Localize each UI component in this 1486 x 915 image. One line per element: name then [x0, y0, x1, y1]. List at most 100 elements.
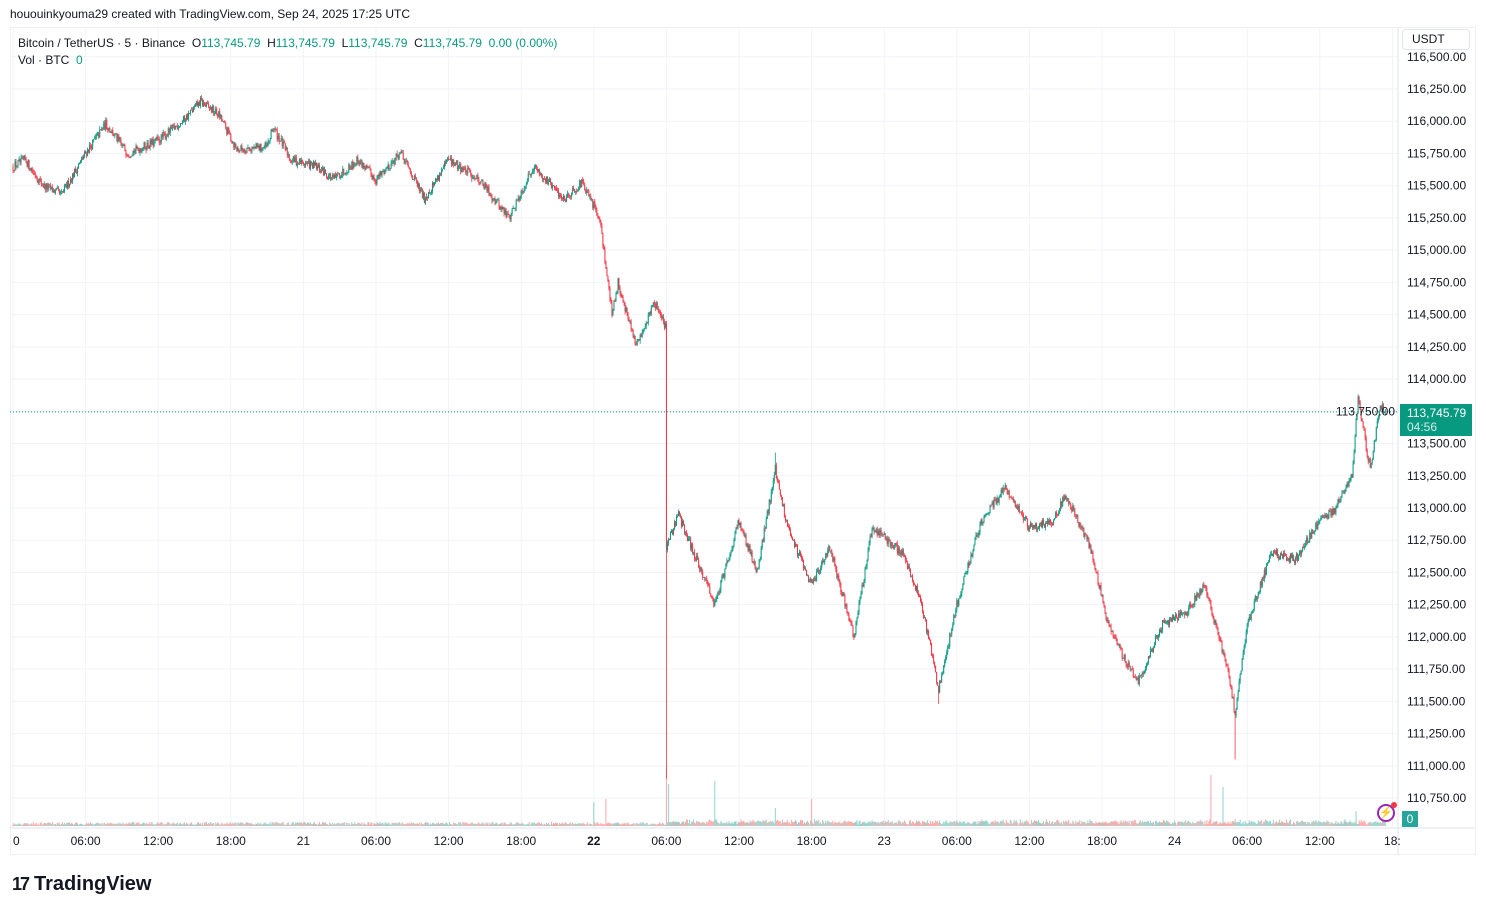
candle-body: [1115, 637, 1117, 639]
volume-bar: [1218, 823, 1220, 826]
volume-bar: [1286, 819, 1288, 826]
volume-bar: [342, 822, 344, 826]
volume-bar: [138, 822, 140, 826]
volume-bar: [637, 823, 639, 826]
volume-bar: [551, 824, 553, 826]
volume-bar: [557, 822, 558, 826]
currency-button[interactable]: USDT: [1402, 29, 1470, 50]
volume-bar: [1318, 820, 1320, 826]
volume-bar: [162, 824, 164, 826]
candle-body: [1116, 638, 1118, 645]
candle-body: [614, 300, 616, 302]
symbol-label[interactable]: Bitcoin / TetherUS · 5 · Binance: [18, 36, 186, 50]
candle-body: [226, 128, 228, 134]
volume-bar: [984, 821, 986, 826]
candle-body: [869, 536, 871, 543]
candle-body: [17, 160, 19, 166]
candle-body: [738, 520, 740, 526]
candle-body: [418, 183, 420, 192]
volume-bar: [1104, 821, 1106, 826]
candle-body: [991, 503, 993, 505]
volume-bar: [581, 823, 583, 826]
volume-bar: [841, 822, 843, 826]
candle-body: [480, 180, 482, 184]
candle-body: [649, 312, 651, 315]
candle-body: [456, 160, 458, 163]
candle-body: [593, 201, 595, 208]
candle-body: [811, 579, 813, 582]
volume-bar: [308, 823, 310, 826]
volume-bar: [814, 819, 816, 826]
candle-body: [1111, 631, 1113, 632]
volume-bar: [254, 824, 256, 826]
volume-bar: [1354, 821, 1356, 826]
volume-bar: [815, 821, 817, 826]
candle-body: [1327, 514, 1329, 519]
volume-bar: [68, 822, 70, 826]
volume-bar: [471, 822, 473, 826]
volume-bar: [159, 822, 161, 826]
candle-body: [250, 150, 252, 152]
candle-body: [1081, 527, 1083, 529]
candle-body: [385, 168, 387, 170]
candle-body: [462, 167, 464, 171]
candle-body: [160, 134, 162, 143]
volume-bar: [289, 824, 291, 826]
volume-bar: [764, 821, 766, 826]
volume-bar: [1251, 822, 1253, 826]
volume-bar: [282, 822, 284, 826]
candle-body: [1306, 537, 1308, 544]
candle-body: [1367, 456, 1369, 462]
candle-body: [607, 275, 609, 282]
candle-body: [615, 293, 617, 301]
candle-body: [1137, 678, 1139, 685]
volume-bar: [508, 824, 510, 826]
volume-bar: [727, 823, 729, 826]
volume-bar: [520, 823, 522, 826]
volume-bar: [456, 823, 458, 826]
candle-body: [935, 665, 937, 672]
volume-bar: [608, 822, 610, 826]
candle-body: [432, 182, 434, 186]
candle-body: [786, 519, 788, 527]
volume-bar: [410, 822, 412, 826]
volume-bar: [582, 823, 584, 826]
volume-legend-label[interactable]: Vol · BTC: [18, 53, 70, 67]
volume-bar: [95, 823, 97, 826]
volume-bar: [386, 822, 388, 826]
candle-body: [1124, 654, 1126, 662]
candle-body: [104, 122, 106, 130]
candle-body: [756, 569, 758, 572]
candle-body: [795, 544, 797, 546]
volume-bar: [884, 820, 886, 826]
volume-bar: [99, 824, 101, 826]
volume-bar: [547, 822, 549, 826]
volume-bar: [1019, 819, 1021, 826]
candle-body: [1098, 583, 1100, 588]
volume-bar: [670, 822, 672, 826]
volume-bar: [420, 822, 422, 826]
candle-body: [688, 539, 690, 541]
candle-body: [118, 135, 120, 140]
price-tick-label: 114,250.00: [1407, 340, 1466, 354]
candle-body: [169, 126, 171, 133]
candle-body: [1186, 611, 1188, 616]
candle-body: [965, 572, 967, 574]
volume-bar: [1092, 823, 1094, 826]
volume-bar: [16, 824, 18, 826]
candle-body: [790, 534, 792, 538]
volume-bar: [231, 824, 233, 826]
candle-body: [340, 177, 342, 179]
candle-body: [924, 617, 926, 619]
volume-bar: [706, 821, 708, 826]
candle-body: [363, 163, 365, 169]
lightning-alert-icon[interactable]: ⚡: [1377, 802, 1397, 822]
volume-bar: [777, 820, 779, 826]
candle-body: [233, 142, 235, 148]
volume-bar: [151, 822, 153, 826]
candle-body: [463, 167, 465, 171]
volume-bar: [405, 823, 407, 826]
candle-body: [313, 161, 315, 165]
tradingview-logo[interactable]: 17 TradingView: [12, 873, 151, 896]
